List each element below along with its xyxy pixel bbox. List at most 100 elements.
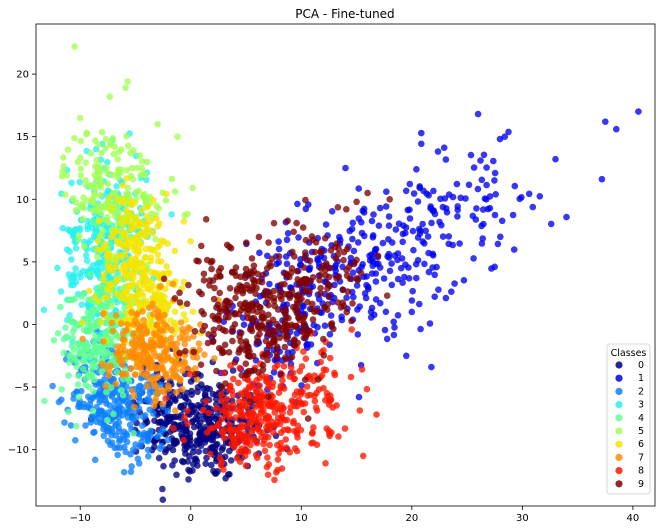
data-point xyxy=(57,288,65,295)
data-point xyxy=(256,382,263,390)
data-point xyxy=(281,280,288,288)
data-point xyxy=(81,403,88,411)
data-point xyxy=(321,235,329,242)
data-point xyxy=(92,319,100,327)
data-point xyxy=(488,265,495,272)
data-point xyxy=(317,271,324,279)
data-point xyxy=(386,267,394,275)
data-point xyxy=(181,414,188,421)
data-point xyxy=(635,108,642,115)
data-point xyxy=(60,154,67,161)
data-point xyxy=(119,391,127,399)
data-point xyxy=(232,264,240,271)
data-point xyxy=(380,275,388,282)
data-point xyxy=(71,134,78,142)
data-point xyxy=(66,248,73,255)
data-point xyxy=(299,328,306,336)
data-point xyxy=(227,457,235,464)
data-point xyxy=(138,370,146,377)
data-point xyxy=(262,415,270,422)
data-point xyxy=(304,415,312,422)
data-point xyxy=(480,151,488,159)
data-point xyxy=(83,257,91,265)
data-point xyxy=(276,420,284,428)
data-point xyxy=(152,395,159,403)
data-point xyxy=(370,211,377,218)
data-point xyxy=(203,429,211,436)
data-point xyxy=(103,348,110,356)
data-point xyxy=(94,237,102,245)
data-point xyxy=(152,390,160,398)
data-point xyxy=(474,185,482,193)
data-point xyxy=(289,369,297,377)
data-point xyxy=(298,382,305,389)
data-point xyxy=(230,426,237,434)
data-point xyxy=(552,155,559,163)
data-point xyxy=(274,456,282,463)
data-point xyxy=(169,280,177,288)
data-point xyxy=(316,276,323,284)
data-point xyxy=(125,408,133,416)
data-point xyxy=(256,249,263,257)
data-point xyxy=(121,295,128,302)
data-point xyxy=(138,356,145,363)
data-point xyxy=(195,340,203,348)
data-point xyxy=(216,289,223,297)
data-point xyxy=(164,436,172,444)
data-point xyxy=(171,188,179,195)
data-point xyxy=(236,458,244,466)
data-point xyxy=(355,185,363,192)
data-point xyxy=(406,215,414,222)
data-point xyxy=(511,182,519,190)
data-point xyxy=(133,236,141,243)
data-point xyxy=(322,272,330,279)
data-point xyxy=(113,369,121,376)
data-point xyxy=(131,219,139,227)
data-point xyxy=(286,449,294,456)
data-point xyxy=(90,337,98,344)
data-point xyxy=(75,393,83,401)
data-point xyxy=(282,436,290,443)
data-point xyxy=(163,345,171,352)
data-point xyxy=(172,397,179,405)
data-point xyxy=(82,422,89,429)
data-point xyxy=(162,395,169,402)
data-point xyxy=(202,216,210,223)
data-point xyxy=(253,338,261,346)
data-point xyxy=(180,458,187,466)
data-point xyxy=(220,369,228,377)
data-point xyxy=(143,278,150,285)
data-point xyxy=(238,445,246,452)
data-point xyxy=(301,286,309,294)
data-point xyxy=(153,322,161,329)
data-point xyxy=(108,319,115,327)
data-point xyxy=(159,485,166,493)
data-point xyxy=(274,343,281,351)
points-layer xyxy=(40,43,642,504)
data-point xyxy=(372,278,380,285)
data-point xyxy=(129,446,137,454)
data-point xyxy=(213,304,220,311)
data-point xyxy=(65,372,72,379)
data-point xyxy=(383,292,391,300)
data-point xyxy=(139,308,146,315)
data-point xyxy=(222,380,229,387)
legend-label: 0 xyxy=(638,360,644,371)
data-point xyxy=(92,163,99,170)
data-point xyxy=(80,194,87,201)
data-point xyxy=(236,364,244,372)
data-point xyxy=(156,335,164,342)
legend-label: 9 xyxy=(638,479,644,490)
data-point xyxy=(109,267,117,275)
data-point xyxy=(229,337,236,345)
data-point xyxy=(195,437,202,444)
data-point xyxy=(130,393,138,400)
data-point xyxy=(115,419,123,427)
data-point xyxy=(355,393,363,401)
data-point xyxy=(226,243,233,251)
data-point xyxy=(287,404,294,411)
data-point xyxy=(143,213,150,220)
data-point xyxy=(59,224,67,232)
data-point xyxy=(106,286,113,294)
data-point xyxy=(439,233,447,240)
